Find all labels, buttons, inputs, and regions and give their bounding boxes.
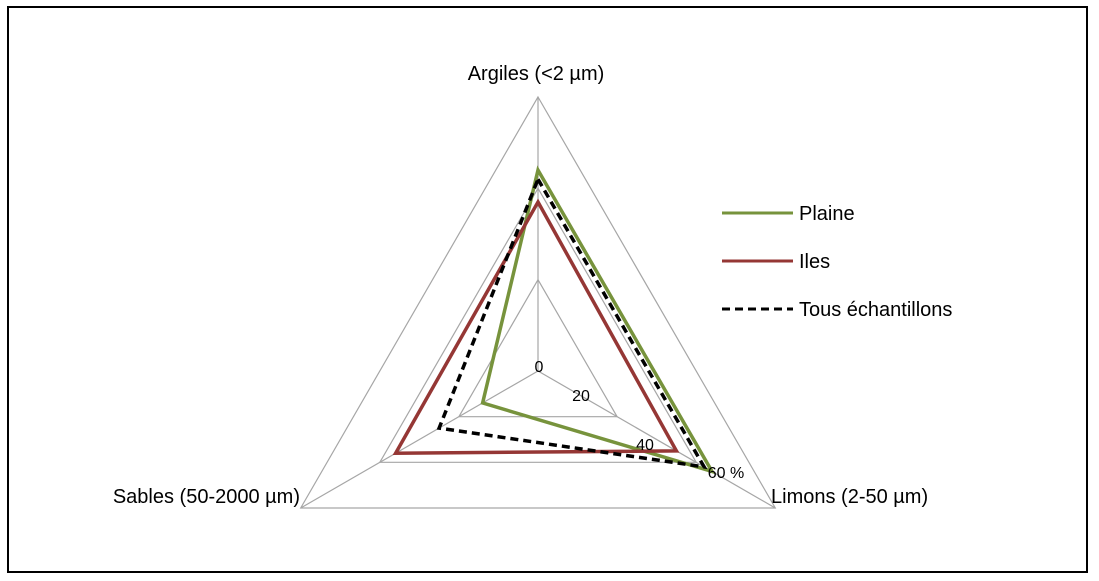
chart-frame [7,6,1088,573]
legend-label-iles: Iles [799,251,830,273]
legend-label-tous: Tous échantillons [799,299,952,321]
legend: Plaine Iles Tous échantillons [722,203,952,321]
radar-labels: Argiles (<2 µm) Limons (2-50 µm) Sables … [113,63,928,508]
tick-label-60: 60 % [708,465,744,482]
tick-label-0: 0 [535,359,544,376]
grid-ring-40 [378,187,698,463]
tick-label-40: 40 [636,437,654,454]
axis-label-sables: Sables (50-2000 µm) [113,486,300,508]
series-line-tous [436,175,708,470]
series-line-iles [392,198,680,455]
axis-label-limons: Limons (2-50 µm) [771,486,928,508]
radar-grid [299,95,777,509]
radar-series [392,165,716,475]
axis-label-argiles: Argiles (<2 µm) [468,63,605,85]
legend-label-plaine: Plaine [799,203,855,225]
series-line-plaine [480,165,716,475]
grid-ring-60 [299,95,777,509]
grid-spoke-2 [300,370,539,509]
tick-label-20: 20 [572,388,590,405]
grid-ring-20 [457,278,619,418]
grid-spoke-1 [537,370,776,509]
